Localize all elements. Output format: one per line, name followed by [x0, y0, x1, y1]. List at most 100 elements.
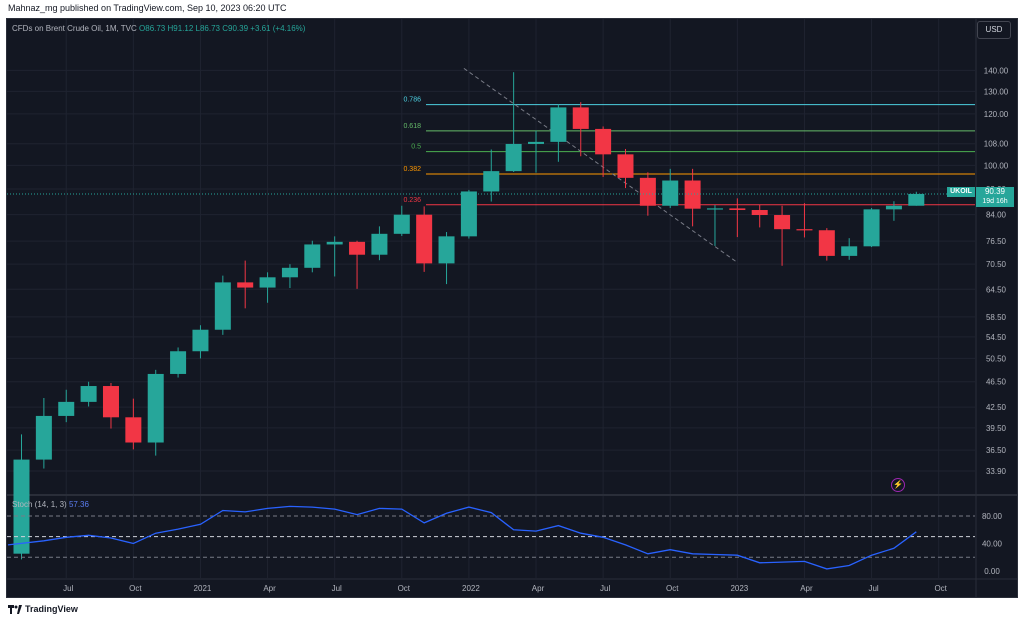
candle [214, 275, 231, 335]
candle-body [170, 351, 187, 374]
price-axis-label: 50.50 [986, 354, 1007, 363]
price-axis-label: 140.00 [984, 66, 1009, 75]
stoch-axis-label: 40.00 [982, 540, 1003, 549]
candle [147, 369, 164, 456]
candle [639, 172, 656, 216]
time-axis-label: Apr [263, 584, 276, 593]
stoch-label: Stoch (14, 1, 3) [12, 500, 67, 509]
price-axis: 140.00130.00120.00108.00100.0092.0084.00… [984, 66, 1009, 476]
time-axis-label: Oct [398, 584, 411, 593]
candle-body [863, 209, 880, 247]
candle [505, 72, 522, 173]
footer-brand[interactable]: TradingView [8, 604, 78, 614]
candle [528, 130, 545, 173]
candle-body [662, 180, 679, 206]
candle [259, 272, 276, 303]
candle [125, 398, 142, 450]
price-axis-label: 54.50 [986, 333, 1007, 342]
fib-level-label: 0.236 [403, 197, 421, 204]
currency-button[interactable]: USD [977, 21, 1011, 39]
candle [729, 198, 746, 238]
candle-body [13, 459, 30, 554]
candle-body [818, 230, 835, 256]
candle-body [706, 208, 723, 210]
candle [237, 260, 254, 309]
candle-body [35, 415, 52, 460]
candle-body [528, 141, 545, 144]
candle-body [751, 210, 768, 216]
candle [58, 389, 75, 423]
fib-level-label: 0.786 [403, 97, 421, 104]
candle-body [214, 282, 231, 330]
time-axis-label: Jul [868, 584, 878, 593]
price-tag-value: 90.39 [976, 187, 1014, 197]
candle-body [102, 386, 119, 418]
candle-body [505, 143, 522, 172]
time-axis-label: Apr [800, 584, 813, 593]
candle [13, 434, 30, 560]
candle-body [550, 107, 567, 142]
candle [170, 347, 187, 378]
time-axis-label: Apr [532, 584, 545, 593]
candle-body [885, 205, 902, 210]
price-axis-label: 58.50 [986, 313, 1007, 322]
price-axis-label: 70.50 [986, 260, 1007, 269]
tradingview-logo-icon [8, 604, 22, 614]
candle [281, 264, 298, 288]
candle [304, 240, 321, 273]
publisher-note: Mahnaz_mg published on TradingView.com, … [8, 3, 287, 13]
chart-area[interactable] [6, 18, 1018, 598]
candle-body [281, 267, 298, 278]
candle-body [349, 241, 366, 255]
candle-body [393, 214, 410, 234]
candle-body [304, 244, 321, 268]
stoch-line [7, 505, 917, 570]
candle-body [483, 171, 500, 192]
price-chart[interactable]: 0.786 0.618 0.5 0.382 0.236 140.00 130.00 120.0… [0, 0, 1024, 600]
time-axis-label: Oct [666, 584, 679, 593]
price-axis-label: 46.50 [986, 378, 1007, 387]
stoch-pane: 80.00 40.00 0.00 [7, 505, 1003, 576]
price-axis-label: 120.00 [984, 110, 1009, 119]
candle [774, 205, 791, 266]
candle-body [639, 177, 656, 206]
candle [416, 206, 433, 272]
grid-lines [7, 19, 975, 578]
candle [80, 381, 97, 407]
candle [102, 382, 119, 429]
candle-body [572, 107, 589, 129]
time-axis-label: Jul [600, 584, 610, 593]
candle-body [438, 236, 455, 264]
fib-level-label: 0.382 [403, 166, 421, 173]
price-axis-label: 130.00 [984, 87, 1009, 96]
price-tag-symbol: UKOIL [947, 187, 975, 197]
legend-change: +3.61 (+4.16%) [250, 24, 306, 33]
candle [550, 104, 567, 162]
candle-body [58, 401, 75, 416]
candle [662, 168, 679, 209]
candle-body [371, 233, 388, 255]
candle [684, 168, 701, 227]
legend-close: C90.39 [222, 24, 249, 33]
price-axis-label: 39.50 [986, 424, 1007, 433]
time-axis-label: Oct [129, 584, 142, 593]
symbol-legend: CFDs on Brent Crude Oil, 1M, TVC O86.73 … [12, 24, 305, 33]
time-axis-label: 2022 [462, 584, 480, 593]
candle [706, 205, 723, 246]
price-axis-label: 64.50 [986, 285, 1007, 294]
time-axis-label: Jul [332, 584, 342, 593]
time-axis-label: 2021 [194, 584, 212, 593]
price-tag-countdown: 19d 16h [976, 197, 1014, 207]
stoch-axis-label: 0.00 [984, 567, 1000, 576]
time-axis-label: Jul [63, 584, 73, 593]
lightning-icon[interactable]: ⚡ [891, 478, 905, 492]
candle [751, 204, 768, 228]
price-axis-label: 84.00 [986, 211, 1007, 220]
candle [595, 126, 612, 177]
candle [349, 240, 366, 289]
candle [572, 102, 589, 157]
candle-body [796, 229, 813, 231]
candle [438, 232, 455, 285]
price-axis-label: 76.50 [986, 237, 1007, 246]
